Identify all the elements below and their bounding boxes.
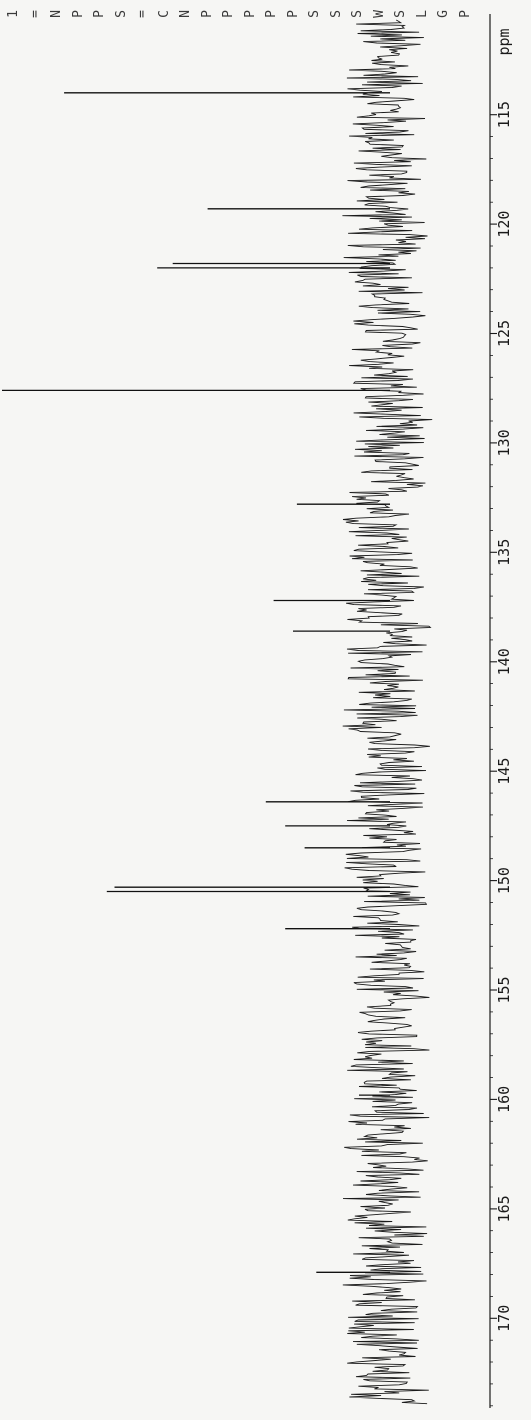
spectrum-noise-trace — [342, 19, 433, 1405]
axis-tick-label-155: 155 — [495, 976, 513, 1003]
axis-tick-label-135: 135 — [495, 539, 513, 566]
ppm-axis: 115 120 125 130 135 140 145 150 155 160 165 170 ppm — [489, 14, 513, 1408]
axis-tick-label-140: 140 — [495, 648, 513, 675]
tick-group: 115 120 125 130 135 140 145 150 155 160 165 170 — [490, 101, 513, 1407]
axis-unit-label: ppm — [495, 28, 513, 55]
axis-tick-label-170: 170 — [495, 1305, 513, 1332]
axis-tick-label-115: 115 — [495, 101, 513, 128]
axis-tick-label-125: 125 — [495, 320, 513, 347]
axis-tick-label-165: 165 — [495, 1195, 513, 1222]
axis-tick-label-145: 145 — [495, 758, 513, 785]
spectrum-trace-group — [2, 19, 433, 1405]
axis-tick-label-150: 150 — [495, 867, 513, 894]
axis-tick-label-120: 120 — [495, 211, 513, 238]
axis-tick-label-160: 160 — [495, 1086, 513, 1113]
axis-tick-label-130: 130 — [495, 429, 513, 456]
